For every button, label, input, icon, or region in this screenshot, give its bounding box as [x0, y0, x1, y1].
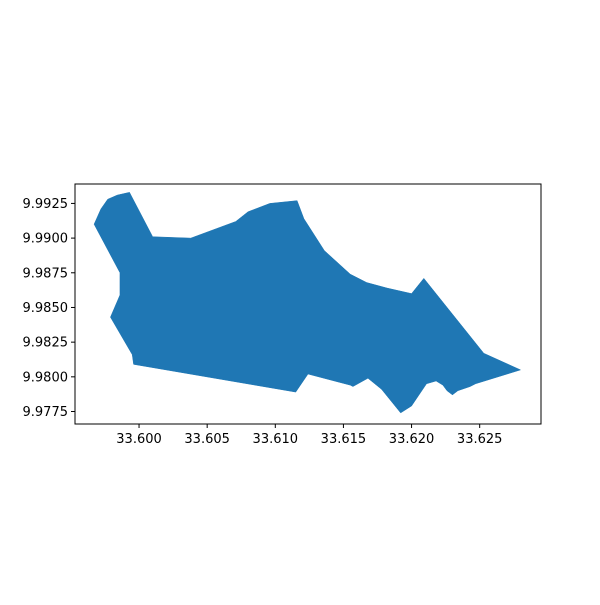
- x-tick-label: 33.600: [116, 432, 162, 447]
- plot-frame: [74, 183, 542, 425]
- x-tick-label: 33.605: [184, 432, 230, 447]
- region-polygon: [93, 192, 522, 414]
- y-tick-label: 9.9875: [23, 266, 69, 281]
- y-tick-label: 9.9925: [23, 197, 69, 212]
- x-axis: 33.600 33.605 33.610 33.615 33.620 33.625: [116, 424, 502, 447]
- y-tick-label: 9.9800: [23, 370, 69, 385]
- x-tick-label: 33.620: [389, 432, 435, 447]
- y-tick-label: 9.9775: [23, 405, 69, 420]
- y-tick-label: 9.9825: [23, 336, 69, 351]
- x-tick-label: 33.625: [457, 432, 503, 447]
- x-tick-label: 33.610: [253, 432, 299, 447]
- x-tick-label: 33.615: [321, 432, 367, 447]
- y-tick-label: 9.9900: [23, 232, 69, 247]
- polygon-layer: [93, 192, 522, 414]
- y-tick-label: 9.9850: [23, 301, 69, 316]
- y-axis: 9.9925 9.9900 9.9875 9.9850 9.9825 9.9800 9.97…: [23, 197, 75, 420]
